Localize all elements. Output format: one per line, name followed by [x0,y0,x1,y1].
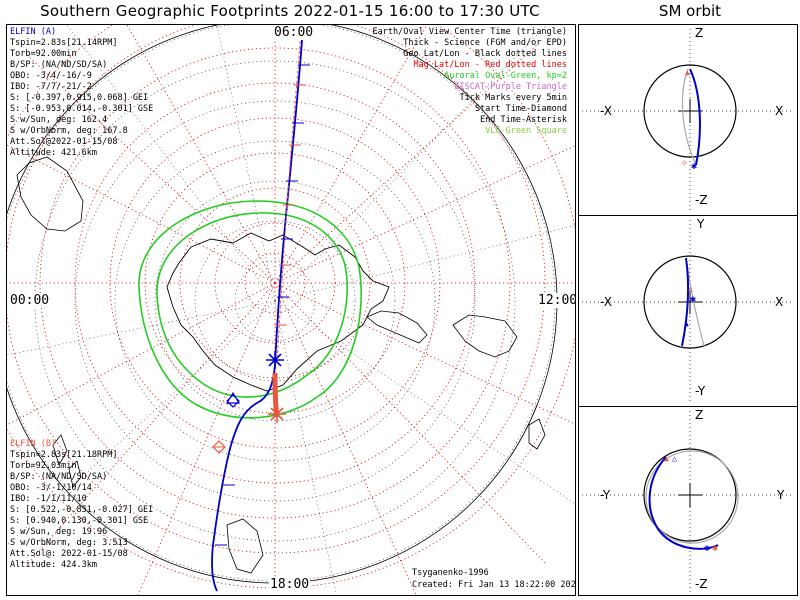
elfin-a-line: S w/OrbNorm, deg: 167.8 [10,126,128,136]
elfin-b-tick-marks [275,84,306,326]
sm3-left-label: -Y [600,488,611,502]
elfin-b-line: IBO: -1/1/11/10 [10,494,87,504]
map-legend: Earth/Oval View Center Time (triangle) T… [373,27,567,137]
hour-label-top: 06:00 [273,25,315,40]
legend-item: EISCAT-Purple Triangle [454,82,567,92]
auroral-oval [138,200,362,419]
elfin-a-line: Altitude: 421.6km [10,148,97,158]
elfin-a-footprint-track [211,26,304,592]
legend-item: Start Time-Diamond [474,104,567,114]
sm1-bottom-label: -Z [695,193,708,207]
sm-orbit-panel-yz: ▲ △ ✱ ✱ [582,411,794,593]
elfin-b-line: S: [0.522,-0.851,-0.027] GEI [10,505,154,515]
elfin-a-line: S: [-0.953,0.014,-0.301] GSE [10,104,154,114]
elfin-b-line: Torb=92.03min [10,461,77,471]
elfin-b-line: S w/OrbNorm, deg: 3.513 [10,538,128,548]
elfin-a-line: IBO: -7/7/-21/-2 [10,82,92,92]
sm1-left-label: -X [600,104,612,118]
elfin-b-line: Tspin=2.83s[21.18RPM] [10,450,118,460]
sm2-bottom-label: -Y [695,384,706,398]
elfin-b-start-diamond [212,440,226,454]
page-title: Southern Geographic Footprints 2022-01-1… [40,2,540,20]
sm-orbit-frame [578,24,798,596]
geo-longitude-lines [7,25,575,595]
elfin-b-end-asterisk [268,405,286,423]
south-america-outline-lower [226,518,264,574]
sm-orbit-panel-xy: △ ✱ ▲ [582,220,794,402]
madagascar-outline [528,418,546,450]
elfin-a-line: Torb=92.00min [10,49,77,59]
elfin-b-title: ELFIN (B) [10,439,57,449]
elfin-b-info: ELFIN (B) Tspin=2.83s[21.18RPM] Torb=92.… [10,439,153,571]
sm1-top-label: Z [695,26,704,40]
hour-label-right: 12:00 [537,293,575,308]
elfin-a-view-center-triangle [225,391,241,404]
elfin-b-line: Altitude: 424.3km [10,560,97,570]
elfin-a-info: ELFIN (A) Tspin=2.83s[21.14RPM] Torb=92.… [10,27,153,159]
elfin-a-line: B/SP: (NA/ND/SD/SA) [10,60,108,70]
elfin-b-line: Att.Sol@: 2022-01-15/08 [10,549,128,559]
footprint-map: 06:00 00:00 12:00 18:00 ELFIN (A) Tspin=… [6,24,576,596]
elfin-a-tick-marks [215,64,310,546]
legend-item: Earth/Oval View Center Time (triangle) [372,27,567,37]
elfin-a-line: OBO: -3/4/-16/-9 [10,71,92,81]
sm-panel-divider [578,406,798,407]
svg-text:△: △ [672,454,677,463]
svg-text:◇: ◇ [682,158,687,167]
sm-panel-divider [578,215,798,216]
svg-text:✱: ✱ [691,161,697,172]
elfin-b-footprint-track [276,30,302,366]
sm3-bottom-label: -Z [695,577,708,591]
svg-text:✱: ✱ [712,543,718,554]
sm2-right-label: X [775,295,784,309]
elfin-a-title: ELFIN (A) [10,27,57,37]
mag-longitude-lines [7,25,575,595]
created-label: Created: Fri Jan 13 18:22:00 2023 [412,580,576,590]
elfin-b-line: B/SP: (NA/ND/SD/SA) [10,472,108,482]
sm2-left-label: -X [600,295,612,309]
africa-outline [452,314,518,358]
sm-orbit-title: SM orbit [658,2,722,20]
elfin-a-line: S w/Sun, deg: 162.4 [10,115,108,125]
model-label: Tsyganenko-1996 [412,568,489,578]
svg-text:✱: ✱ [704,543,710,554]
sm3-top-label: Z [695,408,704,422]
svg-text:△: △ [688,284,693,293]
sm1-right-label: X [775,104,784,118]
new-zealand-outline [52,434,82,488]
svg-text:▲: ▲ [685,68,690,77]
elfin-b-line: S w/Sun, deg: 19.96 [10,527,108,537]
legend-item: Tick Marks every 5min [459,93,567,103]
sm-orbit-panel-xz: ▲ ✱ ◇ [582,29,794,211]
south-america-outline [366,310,428,344]
antarctica-outline [166,232,390,392]
australia-outline [16,156,84,232]
legend-item: Geo Lat/Lon - Black dotted lines [403,49,567,59]
hour-label-bottom: 18:00 [269,577,311,592]
svg-text:▲: ▲ [664,454,669,463]
sm3-right-label: Y [777,488,785,502]
legend-item: Auroral Oval-Green, kp=2 [444,71,567,81]
sm2-top-label: Y [697,217,705,231]
elfin-a-line: Tspin=2.83s[21.14RPM] [10,38,118,48]
hour-label-left: 00:00 [9,293,51,308]
elfin-b-line: OBO: -3/-1/10/14 [10,483,92,493]
svg-text:✱: ✱ [690,294,696,305]
elfin-a-line: Att.Sol@2022-01-15/08 [10,137,118,147]
legend-item: Mag Lat/Lon - Red dotted lines [413,60,567,70]
elfin-a-line: S: [-0.397,0.915,0.068] GEI [10,93,149,103]
legend-item: End Time-Asterisk [480,115,567,125]
elfin-b-line: S: [0.940,0.130,-0.301] GSE [10,516,149,526]
legend-item: VLF-Green Square [485,126,567,136]
legend-item: Thick - Science (FGM and/or EPD) [403,38,567,48]
elfin-a-end-asterisk [266,351,284,369]
polar-map-svg [7,25,575,595]
svg-text:▲: ▲ [684,319,689,328]
